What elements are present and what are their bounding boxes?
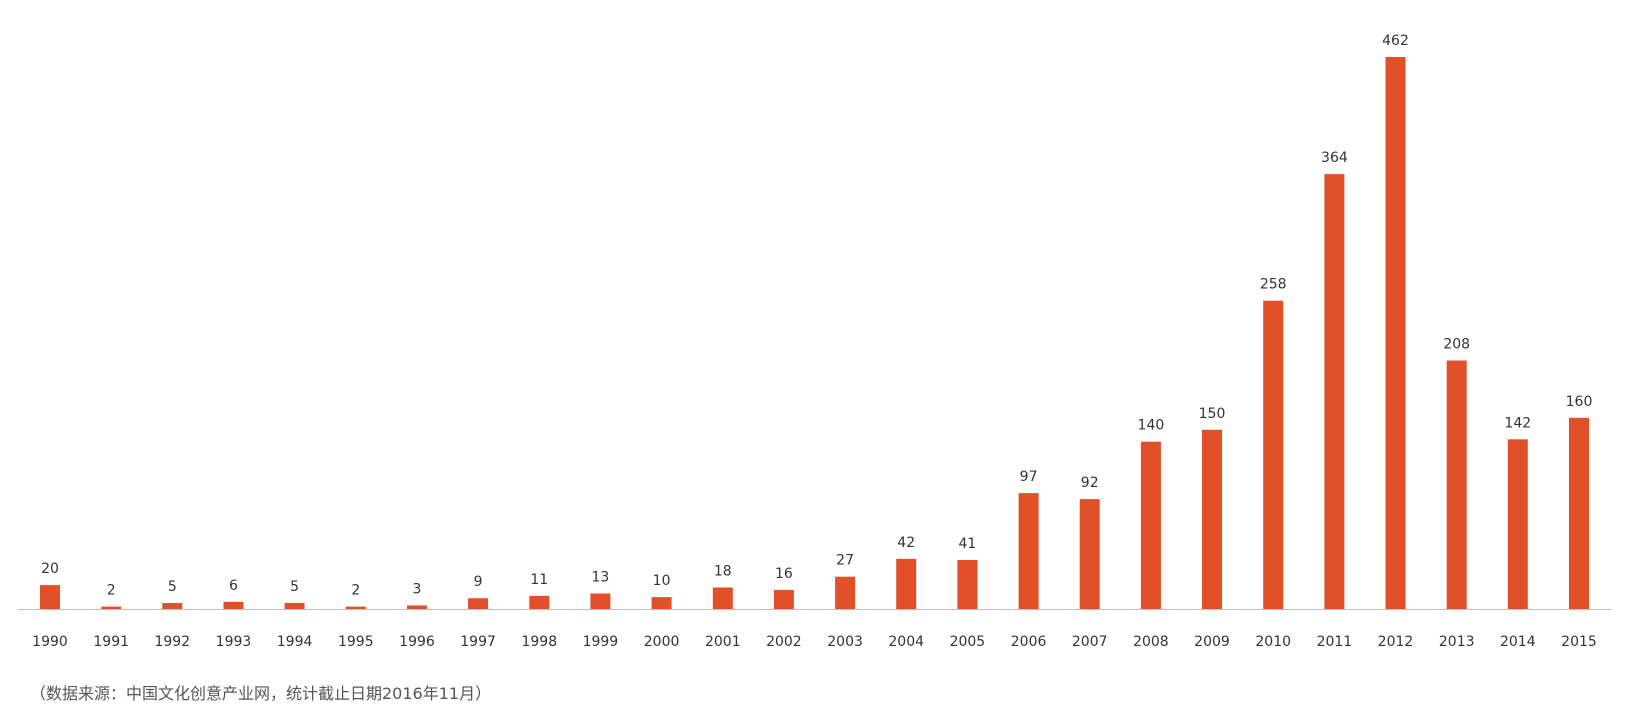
bar-2012 <box>1385 57 1406 609</box>
x-tick-label-2008: 2008 <box>1133 634 1169 650</box>
x-tick-label-2015: 2015 <box>1561 634 1597 650</box>
data-label-2004: 42 <box>897 535 915 551</box>
x-tick-label-2002: 2002 <box>766 634 802 650</box>
bar-2014 <box>1507 439 1528 609</box>
x-tick-label-1990: 1990 <box>32 634 68 650</box>
bar-2005 <box>957 560 978 609</box>
data-label-1999: 13 <box>591 570 609 586</box>
x-tick-label-1994: 1994 <box>277 634 313 650</box>
x-tick-label-2007: 2007 <box>1072 634 1108 650</box>
bar-2013 <box>1446 360 1467 609</box>
x-tick-labels-layer: 1990 1991 1992 1993 1994 1995 1996 1997 1998 1999… <box>32 634 1597 650</box>
bar-1998 <box>529 595 550 609</box>
data-label-1994: 5 <box>290 579 299 595</box>
data-label-2000: 10 <box>653 573 671 589</box>
bar-2011 <box>1324 174 1345 609</box>
data-label-1992: 5 <box>168 579 177 595</box>
data-label-1993: 6 <box>229 578 238 594</box>
x-tick-label-2009: 2009 <box>1194 634 1230 650</box>
data-label-2008: 140 <box>1138 418 1165 434</box>
bar-2009 <box>1202 429 1222 609</box>
data-label-2001: 18 <box>714 564 732 580</box>
x-tick-label-2010: 2010 <box>1255 634 1291 650</box>
bar-1992 <box>162 603 183 609</box>
x-tick-label-1995: 1995 <box>338 634 374 650</box>
bars-layer <box>40 57 1589 609</box>
bar-1997 <box>468 598 489 609</box>
data-label-2002: 16 <box>775 566 793 582</box>
bar-2010 <box>1263 300 1284 609</box>
bar-2008 <box>1140 441 1161 609</box>
x-tick-label-2013: 2013 <box>1439 634 1475 650</box>
x-tick-label-2014: 2014 <box>1500 634 1536 650</box>
data-label-2012: 462 <box>1382 33 1409 49</box>
data-label-2006: 97 <box>1020 469 1038 485</box>
bar-1994 <box>284 603 305 609</box>
x-tick-label-2011: 2011 <box>1317 634 1353 650</box>
x-tick-label-2005: 2005 <box>950 634 986 650</box>
bar-2002 <box>773 589 794 609</box>
data-label-2009: 150 <box>1199 406 1226 422</box>
bar-1996 <box>407 605 427 609</box>
bar-2007 <box>1079 499 1100 609</box>
bar-2006 <box>1018 493 1039 609</box>
data-label-2011: 364 <box>1321 150 1348 166</box>
x-tick-label-2004: 2004 <box>888 634 924 650</box>
data-label-2010: 258 <box>1260 277 1287 293</box>
data-label-1996: 3 <box>413 581 422 597</box>
data-labels-layer: 20 2 5 6 5 2 3 9 11 13 10 18 16 27 42 41 97 92 140 150 258 36… <box>41 33 1592 599</box>
bar-1991 <box>101 606 122 609</box>
bar-1999 <box>590 593 611 609</box>
data-label-2014: 142 <box>1504 415 1531 431</box>
x-tick-label-2001: 2001 <box>705 634 741 650</box>
bar-1995 <box>345 606 366 609</box>
data-label-1990: 20 <box>41 561 59 577</box>
x-tick-label-1991: 1991 <box>93 634 129 650</box>
x-tick-label-1992: 1992 <box>154 634 190 650</box>
x-tick-label-2000: 2000 <box>644 634 680 650</box>
x-tick-label-2003: 2003 <box>827 634 863 650</box>
data-label-1991: 2 <box>107 583 116 599</box>
source-note: （数据来源：中国文化创意产业网，统计截止日期2016年11月） <box>30 684 492 703</box>
data-label-2003: 27 <box>836 553 854 569</box>
bar-1990 <box>40 585 60 609</box>
bar-2003 <box>835 576 856 609</box>
x-tick-label-1996: 1996 <box>399 634 435 650</box>
x-tick-label-1999: 1999 <box>583 634 619 650</box>
x-tick-label-1997: 1997 <box>460 634 496 650</box>
data-label-2007: 92 <box>1081 475 1099 491</box>
bar-2000 <box>651 597 672 609</box>
data-label-2005: 41 <box>958 536 976 552</box>
x-tick-label-1993: 1993 <box>216 634 252 650</box>
x-tick-label-1998: 1998 <box>521 634 557 650</box>
data-label-2013: 208 <box>1443 337 1470 353</box>
x-tick-label-2006: 2006 <box>1011 634 1047 650</box>
data-label-1998: 11 <box>530 572 548 588</box>
bar-2004 <box>896 558 917 609</box>
data-label-2015: 160 <box>1566 394 1593 410</box>
bar-2001 <box>712 587 733 609</box>
bar-2015 <box>1569 417 1589 609</box>
x-tick-label-2012: 2012 <box>1378 634 1414 650</box>
data-label-1995: 2 <box>351 583 360 599</box>
data-label-1997: 9 <box>474 574 483 590</box>
bar-1993 <box>223 601 244 609</box>
